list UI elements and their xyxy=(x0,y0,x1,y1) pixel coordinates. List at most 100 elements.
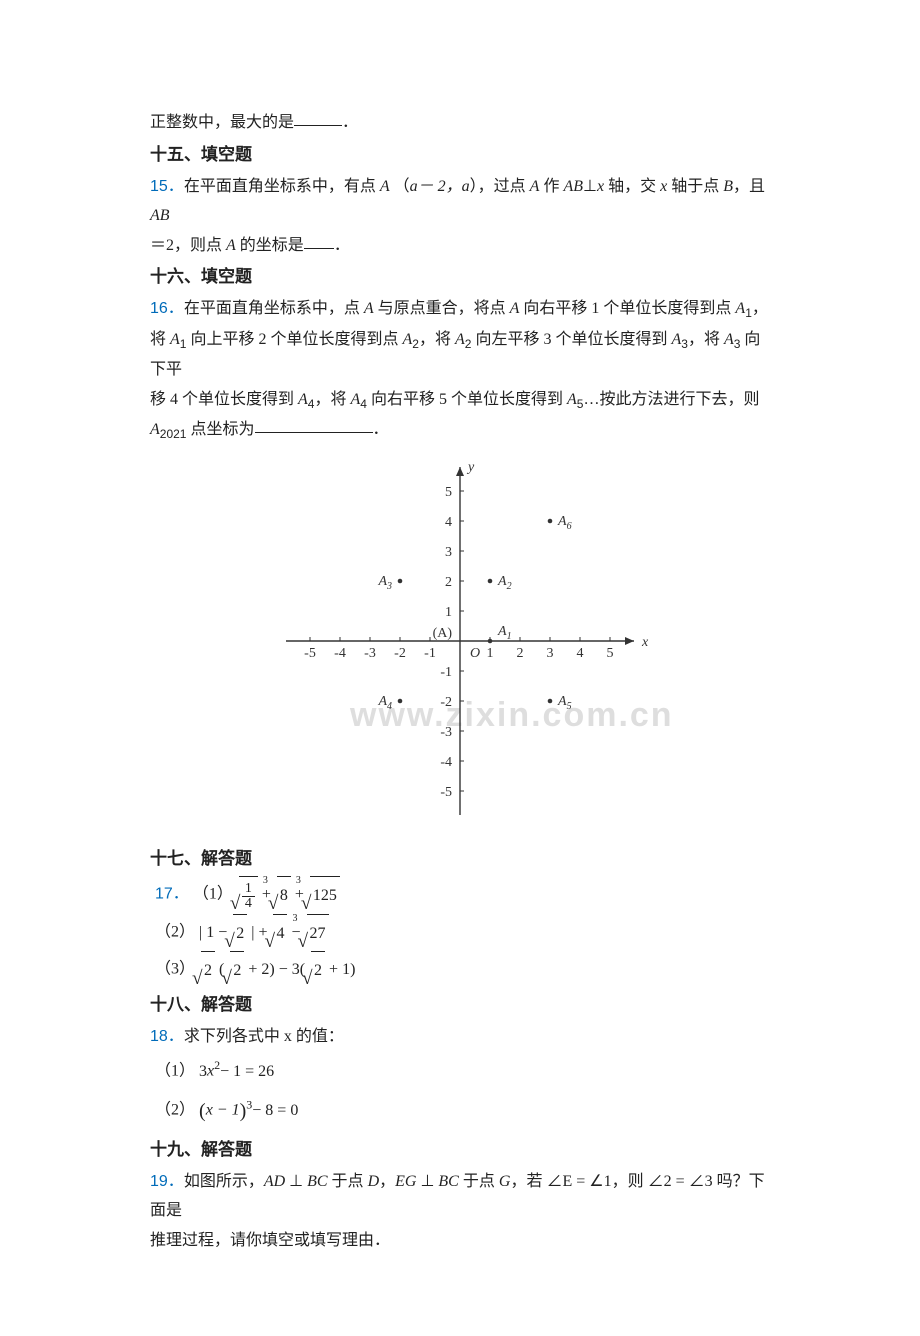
q15-text3: 作 xyxy=(539,178,563,195)
t: 点坐标为 xyxy=(186,421,254,438)
sqrt4: √4 xyxy=(271,914,287,951)
sqrt2b: √2 xyxy=(228,951,244,988)
close: + 1) xyxy=(329,952,355,987)
svg-text:A6: A6 xyxy=(557,514,572,532)
sub2021: 2021 xyxy=(160,427,187,441)
eq2-inside: x − 1 xyxy=(206,1102,240,1119)
svg-text:3: 3 xyxy=(547,646,554,661)
t: ， xyxy=(379,1173,395,1190)
q15-B: B xyxy=(723,178,733,195)
q18-eq1: （1） 3x2 − 1 = 26 xyxy=(155,1052,770,1089)
svg-text:1: 1 xyxy=(445,605,452,620)
A5: A xyxy=(567,391,577,408)
q15-A1: A xyxy=(380,178,390,195)
sqrt2: √2 xyxy=(231,914,247,951)
p1: （1） xyxy=(155,1062,195,1079)
q15-text2: ，过点 xyxy=(478,178,530,195)
svg-text:2: 2 xyxy=(445,575,452,590)
t: ，将 xyxy=(314,391,350,408)
t: 将 xyxy=(150,331,170,348)
svg-text:-3: -3 xyxy=(364,646,376,661)
eq2-rest: − 8 = 0 xyxy=(252,1093,298,1128)
t: ，若 xyxy=(510,1173,546,1190)
coordinate-plane-svg: www.zixin.com.cn-5-4-3-2-112345-5-4-3-2-… xyxy=(250,451,670,831)
t: 向上平移 2 个单位长度得到点 xyxy=(186,331,402,348)
sub1: 1 xyxy=(745,307,752,321)
abs-open: | 1 − xyxy=(199,915,227,950)
eq1-3: 3 xyxy=(199,1054,207,1089)
svg-text:1: 1 xyxy=(487,646,494,661)
q17-expr2: （2） | 1 − √2 | + √4 − 3√27 xyxy=(155,914,770,951)
blank xyxy=(304,232,334,249)
t: 向右平移 5 个单位长度得到 xyxy=(367,391,567,408)
section-15-title: 十五、填空题 xyxy=(150,138,770,172)
t: 向左平移 3 个单位长度得到 xyxy=(471,331,671,348)
section-19-title: 十九、解答题 xyxy=(150,1133,770,1167)
svg-text:-1: -1 xyxy=(440,665,452,680)
section-16-title: 十六、填空题 xyxy=(150,260,770,294)
eq1-rest: − 1 = 26 xyxy=(220,1054,274,1089)
perp: ⊥ xyxy=(285,1173,307,1190)
q18-line: 18．求下列各式中 x 的值： xyxy=(150,1022,770,1052)
svg-text:-1: -1 xyxy=(424,646,436,661)
t: ，则 xyxy=(612,1173,648,1190)
svg-text:-3: -3 xyxy=(440,725,452,740)
A: A xyxy=(364,300,374,317)
q16-line4: A2021 点坐标为． xyxy=(150,415,770,445)
q14-trailing: 正整数中，最大的是 xyxy=(150,114,294,131)
q19-number: 19． xyxy=(150,1173,184,1190)
A: A xyxy=(510,300,520,317)
period3: ． xyxy=(373,421,389,438)
svg-text:-5: -5 xyxy=(304,646,316,661)
sub2: 2 xyxy=(412,337,419,351)
coordinate-figure: www.zixin.com.cn-5-4-3-2-112345-5-4-3-2-… xyxy=(150,451,770,836)
q15-text: 在平面直角坐标系中，有点 xyxy=(184,178,380,195)
p2: （2） xyxy=(155,1102,195,1119)
p3: （3） xyxy=(155,960,195,977)
svg-text:3: 3 xyxy=(445,545,452,560)
svg-text:www.zixin.com.cn: www.zixin.com.cn xyxy=(349,696,670,734)
section-18-title: 十八、解答题 xyxy=(150,988,770,1022)
q16-line3: 移 4 个单位长度得到 A4，将 A4 向右平移 5 个单位长度得到 A5…按此… xyxy=(150,385,770,415)
paren-close: ） xyxy=(470,178,478,195)
q15-expr: a－ 2，a xyxy=(410,178,470,195)
svg-text:2: 2 xyxy=(517,646,524,661)
svg-text:-2: -2 xyxy=(394,646,406,661)
svg-text:A2: A2 xyxy=(497,574,512,592)
q19-line1: 19．如图所示，AD ⊥ BC 于点 D，EG ⊥ BC 于点 G，若 ∠E =… xyxy=(150,1167,770,1226)
q15-text4: 轴，交 xyxy=(604,178,660,195)
svg-text:x: x xyxy=(641,635,649,650)
cbrt-125: 3√125 xyxy=(308,876,340,913)
angE: ∠E = ∠1 xyxy=(546,1173,611,1190)
q16-number: 16． xyxy=(150,300,184,317)
q17-number: 17． xyxy=(155,886,189,903)
page-root: 正整数中，最大的是． 十五、填空题 15．在平面直角坐标系中，有点 A （a－ … xyxy=(0,0,920,1336)
q15-number: 15． xyxy=(150,178,184,195)
cbrt27: 3√27 xyxy=(305,914,329,951)
t: 在平面直角坐标系中，点 xyxy=(184,300,364,317)
sub3: 3 xyxy=(681,337,688,351)
q15-text8: 的坐标是 xyxy=(236,237,304,254)
t: 与原点重合，将点 xyxy=(374,300,510,317)
t: …按此方法进行下去，则 xyxy=(583,391,759,408)
q15-x1: x xyxy=(597,178,604,195)
svg-text:4: 4 xyxy=(445,515,452,530)
q18-number: 18． xyxy=(150,1028,184,1045)
A2: A xyxy=(455,331,465,348)
q17-expr1: 17． （1） √14 + 3√8 + 3√125 xyxy=(155,876,770,913)
q15-line1: 15．在平面直角坐标系中，有点 A （a－ 2，a），过点 A 作 AB⊥x 轴… xyxy=(150,172,770,231)
svg-text:-4: -4 xyxy=(440,755,452,770)
t: ， xyxy=(752,300,768,317)
svg-text:A3: A3 xyxy=(377,574,392,592)
A3: A xyxy=(671,331,681,348)
mid: + 2) − 3( xyxy=(248,952,305,987)
A1: A xyxy=(735,300,745,317)
sub4: 4 xyxy=(360,397,367,411)
t: ，将 xyxy=(419,331,455,348)
t: 于点 xyxy=(459,1173,499,1190)
p1: （1） xyxy=(193,886,233,903)
ang23: ∠2 = ∠3 xyxy=(648,1173,713,1190)
q15-A2: A xyxy=(530,178,540,195)
t: 移 4 个单位长度得到 xyxy=(150,391,298,408)
A1: A xyxy=(170,331,180,348)
